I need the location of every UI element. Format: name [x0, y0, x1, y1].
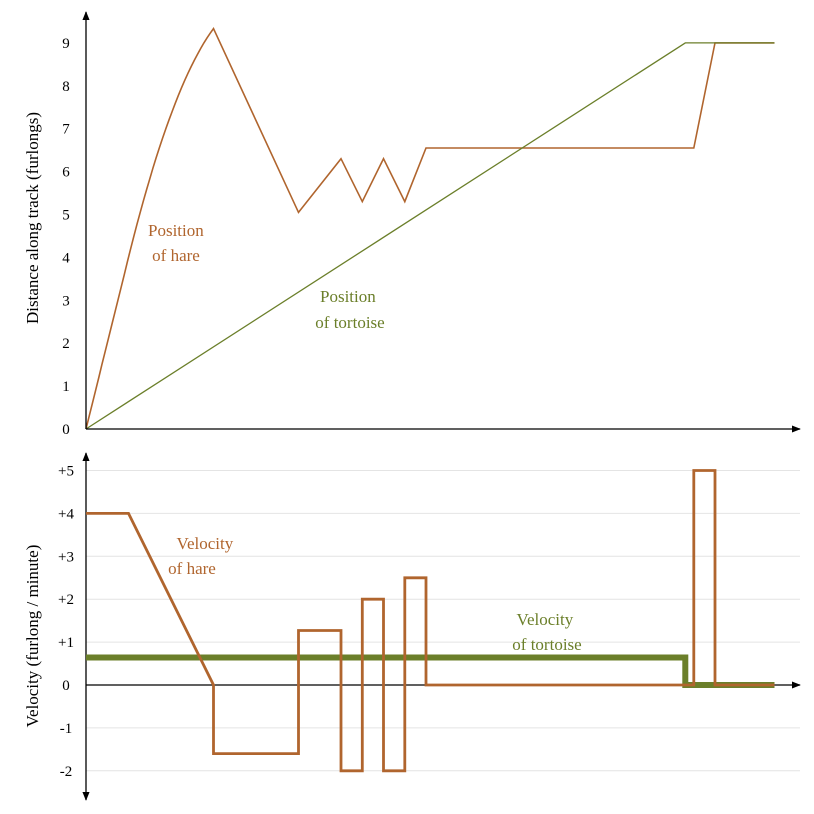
hare-velocity-label: Velocity of hare: [168, 534, 237, 578]
position-y-tick-label: 8: [62, 79, 70, 95]
position-y-tick-label: 2: [62, 336, 70, 352]
velocity-y-tick-label: +2: [58, 592, 74, 608]
velocity-y-ticks: -2 -1 0 +1 +2 +3 +4 +5: [58, 464, 74, 780]
position-y-tick-label: 0: [62, 422, 70, 438]
velocity-y-tick-label: -1: [60, 721, 73, 737]
tortoise-velocity-label: Velocity of tortoise: [512, 610, 581, 654]
position-y-ticks: 0 1 2 3 4 5 6 7 8 9: [62, 36, 70, 438]
position-y-tick-label: 4: [62, 250, 70, 266]
tortoise-position-label-line1: Position: [320, 287, 376, 306]
hare-velocity-label-line1: Velocity: [177, 534, 234, 553]
tortoise-position-label-line2: of tortoise: [315, 313, 384, 332]
position-panel: 0 1 2 3 4 5 6 7 8 9 Distance along track (furlong…: [23, 11, 801, 438]
velocity-grid: [86, 470, 800, 772]
position-y-axis-label: Distance along track (furlongs): [23, 112, 42, 324]
position-y-tick-label: 3: [62, 293, 70, 309]
tortoise-position-line: [85, 42, 775, 430]
velocity-y-tick-label: +4: [58, 506, 74, 522]
velocity-y-tick-label: -2: [60, 764, 73, 780]
position-y-tick-label: 7: [62, 122, 70, 138]
position-y-tick-label: 6: [62, 165, 70, 181]
velocity-panel: -2 -1 0 +1 +2 +3 +4 +5 Velocity (furlong / minu…: [23, 452, 801, 801]
hare-position-line: [85, 27, 775, 430]
velocity-y-axis-label: Velocity (furlong / minute): [23, 545, 42, 728]
hare-position-label-line2: of hare: [152, 246, 200, 265]
position-y-tick-label: 1: [62, 379, 70, 395]
tortoise-velocity-label-line2: of tortoise: [512, 635, 581, 654]
velocity-y-tick-label: +3: [58, 549, 74, 565]
velocity-y-tick-label: +1: [58, 635, 74, 651]
position-y-tick-label: 9: [62, 36, 70, 52]
hare-velocity-label-line2: of hare: [168, 559, 216, 578]
position-y-tick-label: 5: [62, 208, 70, 224]
tortoise-velocity-line: [86, 654, 775, 688]
velocity-y-tick-label: +5: [58, 464, 74, 480]
hare-position-label-line1: Position: [148, 221, 204, 240]
tortoise-position-label: Position of tortoise: [315, 287, 384, 332]
hare-position-label: Position of hare: [148, 221, 208, 265]
tortoise-velocity-label-line1: Velocity: [517, 610, 574, 629]
hare-velocity-line: [86, 469, 775, 773]
velocity-y-tick-label: 0: [62, 678, 70, 694]
